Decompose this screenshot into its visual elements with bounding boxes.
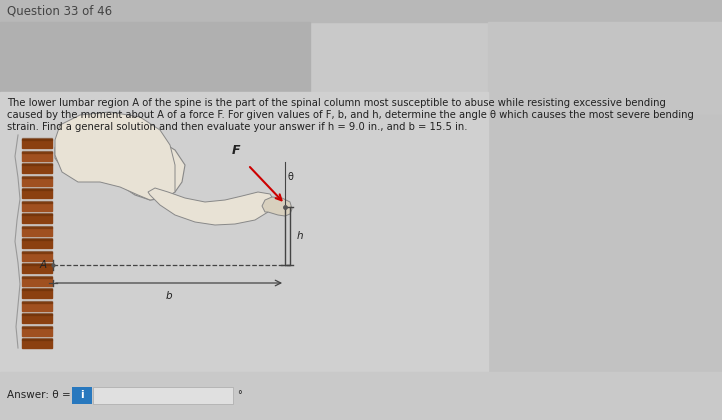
- Bar: [22, 226, 52, 236]
- Bar: [0, 372, 722, 420]
- Bar: [22, 239, 52, 248]
- Bar: [22, 176, 52, 186]
- Bar: [22, 264, 52, 273]
- Bar: [22, 176, 52, 178]
- Polygon shape: [262, 197, 292, 216]
- Bar: [22, 152, 52, 160]
- Bar: [22, 300, 52, 302]
- Bar: [22, 338, 52, 340]
- Text: Question 33 of 46: Question 33 of 46: [7, 5, 112, 18]
- Bar: [22, 339, 52, 348]
- Text: F: F: [232, 144, 240, 157]
- Bar: [22, 189, 52, 198]
- FancyBboxPatch shape: [72, 386, 92, 404]
- Bar: [22, 288, 52, 290]
- Bar: [22, 150, 52, 152]
- Text: Answer: θ =: Answer: θ =: [7, 390, 71, 400]
- Text: A: A: [40, 260, 47, 270]
- Bar: [22, 276, 52, 286]
- Bar: [22, 139, 52, 148]
- Bar: [22, 326, 52, 336]
- Bar: [22, 263, 52, 265]
- Bar: [22, 250, 52, 252]
- Bar: [22, 326, 52, 328]
- Text: h: h: [297, 231, 304, 241]
- Text: °: °: [237, 390, 242, 400]
- Bar: [22, 313, 52, 315]
- Text: b: b: [165, 291, 173, 301]
- Bar: [22, 252, 52, 260]
- Bar: [22, 302, 52, 310]
- Bar: [22, 238, 52, 240]
- Bar: [22, 314, 52, 323]
- Bar: [0, 22, 310, 92]
- Bar: [22, 202, 52, 210]
- Bar: [22, 289, 52, 298]
- Bar: [22, 200, 52, 202]
- Bar: [488, 22, 722, 115]
- Text: θ: θ: [288, 172, 294, 182]
- Bar: [22, 214, 52, 223]
- Polygon shape: [148, 188, 275, 225]
- Text: i: i: [80, 390, 84, 400]
- Polygon shape: [55, 112, 175, 200]
- Bar: [22, 138, 52, 140]
- FancyBboxPatch shape: [93, 386, 233, 404]
- Text: strain. Find a general solution and then evaluate your answer if h = 9.0 in., an: strain. Find a general solution and then…: [7, 122, 468, 132]
- Bar: [22, 276, 52, 278]
- Bar: [488, 115, 722, 420]
- Bar: [0, 92, 488, 420]
- Bar: [0, 0, 722, 22]
- Bar: [22, 226, 52, 228]
- Bar: [22, 188, 52, 190]
- Bar: [22, 164, 52, 173]
- Text: caused by the moment about A of a force F. For given values of F, b, and h, dete: caused by the moment about A of a force …: [7, 110, 694, 120]
- Polygon shape: [55, 125, 185, 200]
- Text: The lower lumbar region A of the spine is the part of the spinal column most sus: The lower lumbar region A of the spine i…: [7, 98, 666, 108]
- Bar: [22, 213, 52, 215]
- Bar: [22, 163, 52, 165]
